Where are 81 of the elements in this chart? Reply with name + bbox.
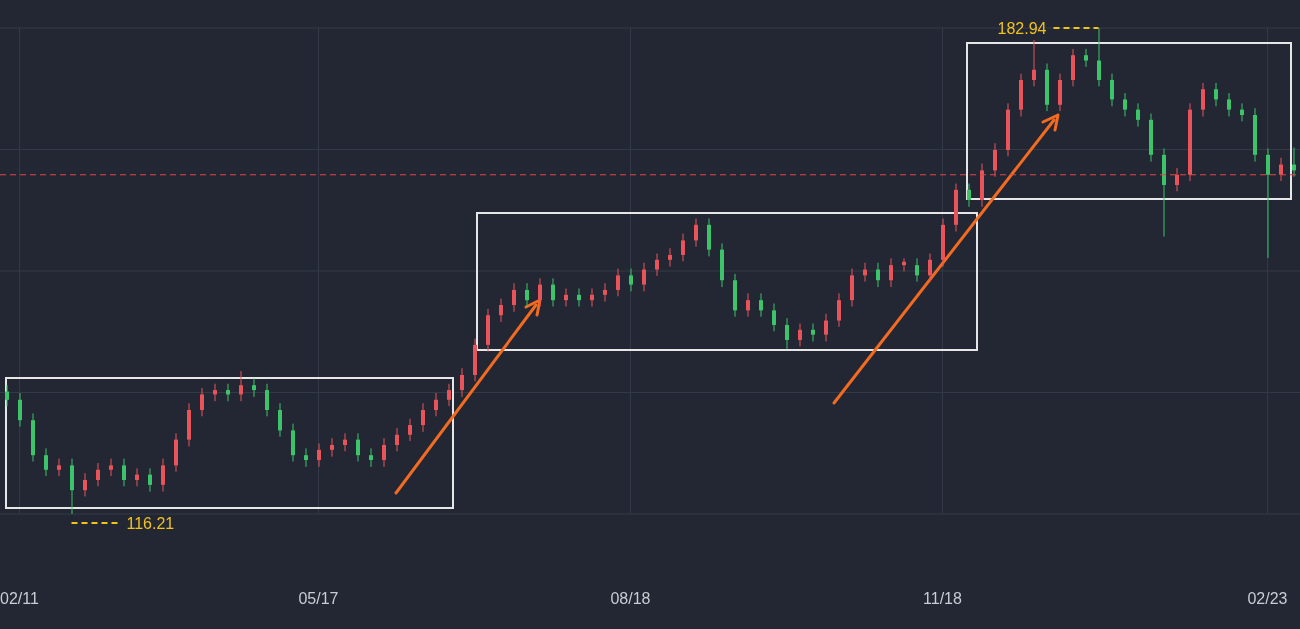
candlestick — [525, 282, 529, 307]
candlestick — [811, 322, 815, 342]
candlestick — [122, 458, 126, 487]
candlestick — [1266, 148, 1270, 259]
candlestick — [343, 432, 347, 452]
candlestick — [408, 418, 412, 442]
candlestick — [44, 447, 48, 477]
x-tick-label: 02/23 — [1247, 590, 1288, 607]
candlestick — [83, 472, 87, 497]
candlestick — [239, 370, 243, 402]
candlestick — [1032, 39, 1036, 87]
candlestick — [18, 392, 22, 428]
candlestick — [369, 447, 373, 468]
candlestick — [1097, 28, 1101, 87]
candlestick — [876, 262, 880, 288]
candlestick — [1136, 102, 1140, 128]
candlestick — [395, 427, 399, 452]
candlestick — [772, 303, 776, 332]
candlestick — [148, 467, 152, 493]
candlestick — [551, 277, 555, 307]
candlestick — [265, 383, 269, 417]
candlestick — [109, 458, 113, 477]
candlestick — [278, 402, 282, 438]
candlestick — [499, 298, 503, 323]
candlestick — [1227, 92, 1231, 117]
candlestick — [889, 257, 893, 288]
text: 116.21 — [126, 515, 175, 532]
candlestick — [629, 268, 633, 292]
candlestick — [1123, 92, 1127, 117]
x-tick-label: 08/18 — [610, 590, 651, 607]
candlestick — [967, 183, 971, 208]
x-tick-label: 11/18 — [923, 590, 963, 607]
candlestick — [694, 218, 698, 248]
candlestick — [668, 247, 672, 268]
candlestick — [993, 142, 997, 178]
candlestick — [226, 383, 230, 402]
candlestick — [603, 282, 607, 303]
candlestick — [382, 437, 386, 468]
candlestick — [538, 277, 542, 307]
candlestick — [5, 384, 9, 407]
candlestick — [1214, 82, 1218, 107]
candlestick — [824, 313, 828, 342]
candlestick — [681, 233, 685, 262]
candlestick — [1084, 48, 1088, 68]
candlestick — [330, 437, 334, 458]
candlestick — [616, 268, 620, 297]
candlestick — [460, 367, 464, 398]
x-tick-label: 02/11 — [0, 590, 40, 607]
candlestick — [1110, 73, 1114, 107]
candlestick — [317, 443, 321, 468]
candlestick — [837, 292, 841, 328]
candlestick — [1201, 82, 1205, 117]
candlestick — [915, 257, 919, 283]
annotation: 182.94 — [997, 20, 1047, 37]
candlestick — [1175, 167, 1179, 192]
candlestick — [746, 292, 750, 318]
candlestick — [434, 392, 438, 417]
candlestick — [356, 432, 360, 463]
candlestick — [57, 458, 61, 477]
candlestick — [798, 322, 802, 347]
candlestick — [200, 387, 204, 417]
candlestick — [928, 253, 932, 283]
candlestick — [252, 377, 256, 398]
candlestick — [512, 282, 516, 313]
candlestick — [759, 292, 763, 318]
candlestick — [161, 458, 165, 493]
candlestick — [1279, 157, 1283, 182]
candlestick — [785, 317, 789, 350]
candlestick — [304, 447, 308, 468]
candlestick — [564, 288, 568, 307]
candlestick — [96, 462, 100, 487]
candlestick — [421, 402, 425, 433]
candlestick — [655, 253, 659, 277]
candlestick — [642, 262, 646, 292]
candlestick — [447, 383, 451, 407]
x-tick-label: 05/17 — [298, 590, 339, 607]
candlestick — [577, 288, 581, 307]
candlestick — [135, 467, 139, 487]
candlestick — [1240, 102, 1244, 122]
candlestick — [590, 288, 594, 307]
candlestick — [213, 383, 217, 402]
